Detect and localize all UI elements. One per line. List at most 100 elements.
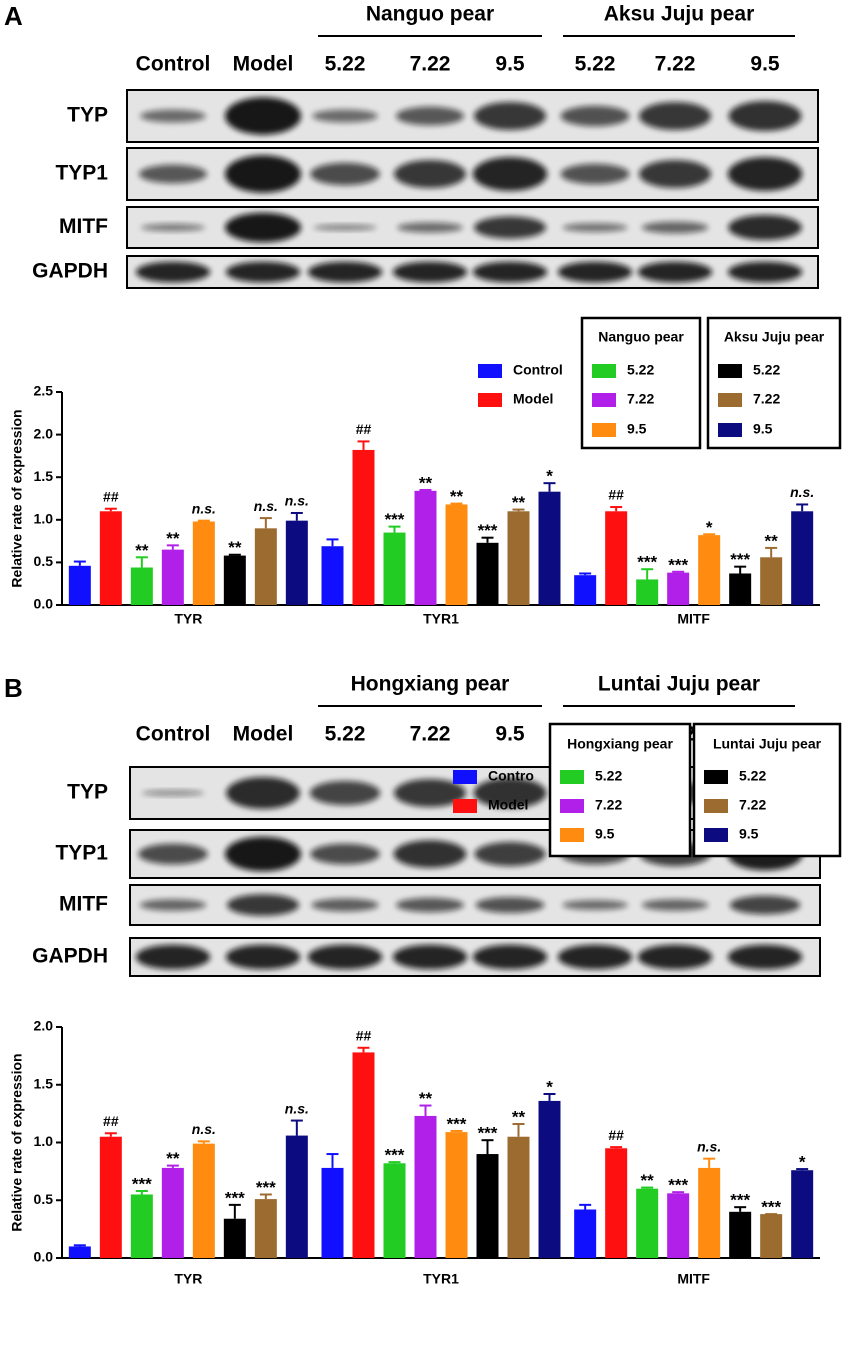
- bar: [760, 1214, 783, 1258]
- band: [394, 159, 466, 189]
- panel-letter: B: [4, 673, 23, 703]
- bar: [223, 1218, 246, 1258]
- bar: [667, 1193, 690, 1258]
- band: [392, 261, 468, 283]
- significance-label: **: [419, 1089, 433, 1108]
- legend-swatch: [560, 770, 584, 784]
- legend-group-title: Hongxiang pear: [567, 736, 673, 752]
- significance-label: **: [419, 473, 433, 492]
- band: [474, 841, 546, 867]
- legend-swatch: [478, 393, 502, 407]
- bar: [254, 1199, 277, 1258]
- band: [641, 899, 709, 911]
- lane-label: 9.5: [495, 53, 525, 76]
- group-header: Nanguo pear: [366, 3, 494, 26]
- row-label: MITF: [59, 893, 108, 916]
- legend-swatch: [560, 799, 584, 813]
- band: [560, 105, 630, 127]
- legend-swatch: [704, 770, 728, 784]
- y-tick-label: 1.0: [34, 1133, 54, 1149]
- band: [396, 897, 464, 913]
- band: [141, 223, 205, 232]
- lane-label: 9.5: [495, 723, 525, 746]
- bar: [476, 542, 499, 605]
- significance-label: ***: [730, 1191, 750, 1210]
- bar: [99, 1136, 122, 1258]
- band: [310, 843, 380, 865]
- band: [227, 894, 299, 916]
- band: [313, 224, 377, 231]
- band: [472, 944, 548, 970]
- band: [139, 164, 207, 184]
- bar: [445, 1132, 468, 1258]
- band: [473, 778, 547, 808]
- bar: [791, 511, 814, 605]
- x-tick-label: MITF: [677, 1271, 710, 1287]
- band: [557, 944, 633, 970]
- band: [641, 221, 709, 234]
- band: [639, 159, 711, 189]
- significance-label: ***: [132, 1174, 152, 1193]
- bar: [760, 557, 783, 605]
- legend-label: 7.22: [627, 391, 654, 407]
- y-tick-label: 1.0: [34, 511, 54, 527]
- legend-swatch: [592, 423, 616, 437]
- legend-swatch: [592, 364, 616, 378]
- bar: [130, 1194, 153, 1258]
- bar: [574, 575, 597, 605]
- significance-label: ***: [761, 1198, 781, 1217]
- bar: [445, 504, 468, 605]
- significance-label: ##: [103, 488, 119, 504]
- bar: [667, 572, 690, 605]
- band: [396, 106, 464, 126]
- legend-swatch: [718, 393, 742, 407]
- bar: [223, 555, 246, 605]
- row-label: TYP1: [55, 842, 108, 865]
- legend-group-title: Aksu Juju pear: [724, 329, 825, 345]
- significance-label: ***: [256, 1178, 276, 1197]
- y-axis-label: Relative rate of expression: [9, 409, 25, 587]
- significance-label: n.s.: [285, 1100, 309, 1116]
- band: [472, 157, 548, 191]
- panel-letter: A: [4, 1, 23, 31]
- row-label: GAPDH: [32, 260, 108, 283]
- row-label: MITF: [59, 215, 108, 238]
- bar: [161, 1167, 184, 1258]
- lane-label: Control: [136, 723, 211, 746]
- bar: [605, 1148, 628, 1258]
- bar: [414, 490, 437, 605]
- band: [637, 261, 713, 283]
- y-tick-label: 1.5: [34, 468, 54, 484]
- legend-swatch: [453, 770, 477, 784]
- bar: [507, 511, 530, 605]
- legend-swatch: [592, 393, 616, 407]
- significance-label: **: [166, 529, 180, 548]
- y-tick-label: 2.0: [34, 425, 54, 441]
- significance-label: ***: [668, 1176, 688, 1195]
- bar: [538, 491, 561, 605]
- bar: [729, 1211, 752, 1258]
- band: [560, 163, 630, 185]
- band: [138, 843, 208, 865]
- lane-label: 5.22: [325, 53, 366, 76]
- band: [727, 157, 803, 191]
- legend-label: 9.5: [595, 826, 615, 842]
- bar: [68, 1246, 91, 1258]
- band: [225, 836, 301, 872]
- significance-label: ##: [103, 1113, 119, 1129]
- legend-label: 5.22: [753, 362, 780, 378]
- bar: [791, 1170, 814, 1258]
- significance-label: **: [512, 493, 526, 512]
- legend-swatch: [718, 423, 742, 437]
- significance-label: *: [546, 467, 553, 486]
- significance-label: ##: [356, 1027, 372, 1043]
- bar: [285, 520, 308, 605]
- band: [225, 944, 301, 970]
- bar: [352, 449, 375, 605]
- bar: [254, 528, 277, 605]
- group-header: Aksu Juju pear: [604, 3, 755, 26]
- legend-label: 7.22: [595, 797, 622, 813]
- bar: [698, 535, 721, 605]
- significance-label: **: [166, 1149, 180, 1168]
